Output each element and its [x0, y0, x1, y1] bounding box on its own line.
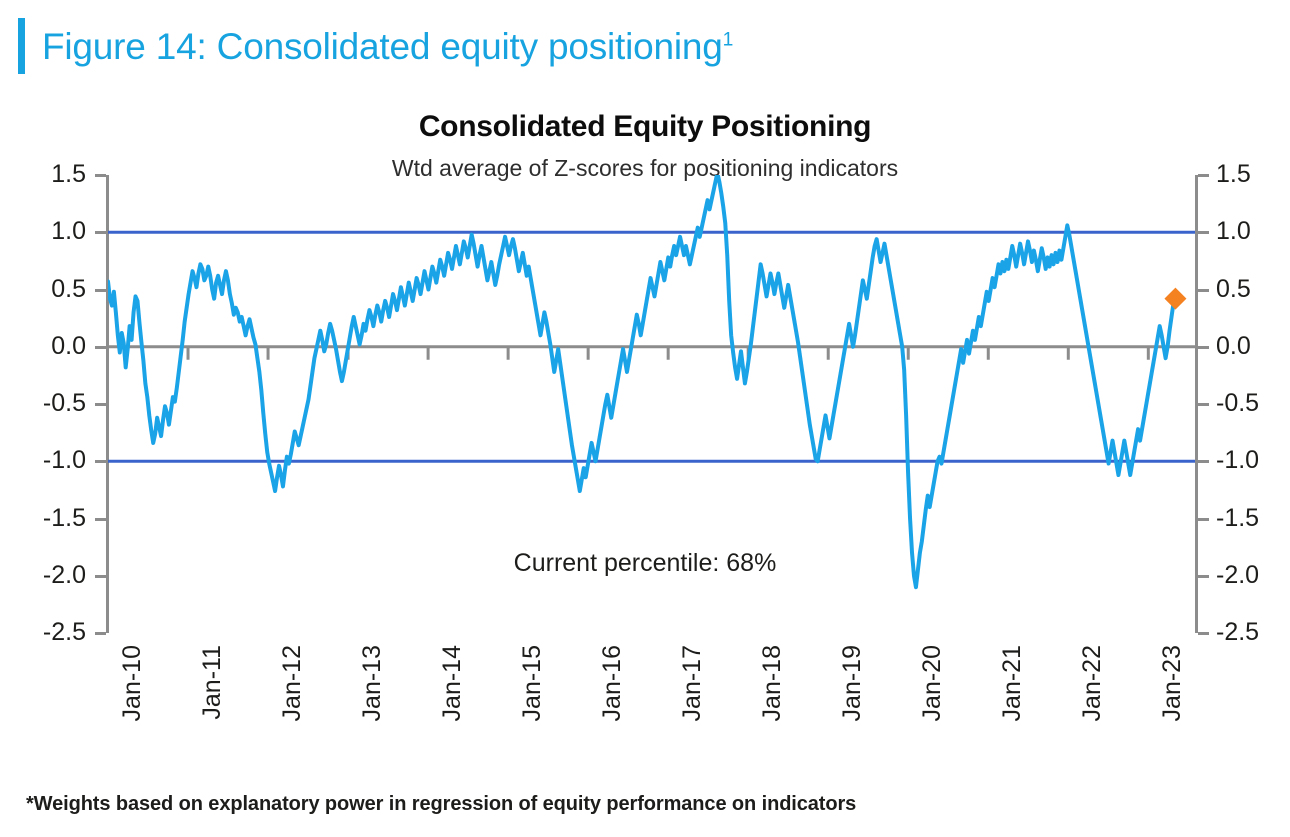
y-tick-label-right: 0.0: [1216, 331, 1251, 360]
y-tick-label-left: -2.0: [42, 560, 86, 589]
last-point-diamond-marker: [1164, 287, 1187, 310]
current-percentile-annotation: Current percentile: 68%: [513, 549, 777, 577]
accent-bar: [18, 18, 25, 74]
y-tick-label-right: 1.5: [1216, 160, 1251, 188]
figure-header: Figure 14: Consolidated equity positioni…: [0, 0, 1290, 92]
y-tick-label-left: -1.0: [42, 446, 86, 475]
y-tick-label-right: -2.0: [1216, 560, 1260, 589]
chart-title: Consolidated Equity Positioning: [418, 110, 872, 143]
y-tick-left: [95, 288, 106, 292]
x-tick-label: Jan-18: [758, 645, 787, 722]
y-tick-left: [95, 574, 106, 578]
y-axis-left-spine: [106, 175, 109, 633]
y-tick-left: [95, 460, 106, 464]
y-tick-right: [1198, 574, 1209, 578]
x-tick-label: Jan-13: [358, 645, 387, 722]
series-plot: [108, 175, 1195, 590]
x-tick-label: Jan-23: [1158, 645, 1187, 722]
chart-subtitle: Wtd average of Z-scores for positioning …: [391, 155, 899, 181]
figure-title: Figure 14: Consolidated equity positioni…: [42, 28, 733, 65]
x-tick-label: Jan-14: [438, 645, 467, 722]
y-tick-left: [95, 517, 106, 521]
x-tick-label: Jan-12: [278, 645, 307, 722]
y-axis-right-spine: [1195, 175, 1198, 633]
figure-title-text: Figure 14: Consolidated equity positioni…: [42, 25, 723, 67]
y-tick-right: [1198, 632, 1209, 635]
y-tick-label-right: -2.5: [1216, 618, 1260, 646]
y-tick-label-left: -2.5: [42, 618, 86, 646]
figure-title-footnote-marker: 1: [722, 29, 734, 51]
y-tick-left: [95, 174, 106, 177]
series-line: [108, 175, 1178, 590]
x-tick-label: Jan-19: [838, 645, 867, 722]
y-tick-label-right: 1.0: [1216, 217, 1251, 246]
y-tick-label-left: 1.5: [51, 160, 86, 188]
y-tick-label-right: -1.5: [1216, 503, 1260, 532]
y-tick-label-left: -1.5: [42, 503, 86, 532]
chart-container: Consolidated Equity Positioning Wtd aver…: [0, 92, 1290, 782]
y-tick-label-right: 0.5: [1216, 274, 1251, 303]
y-tick-label-left: 0.5: [51, 274, 86, 303]
y-tick-label-left: 1.0: [51, 217, 86, 246]
x-tick-label: Jan-11: [198, 645, 227, 720]
x-tick-label: Jan-15: [518, 645, 547, 722]
y-tick-right: [1198, 517, 1209, 521]
plot-area: [108, 175, 1195, 633]
y-tick-label-left: -0.5: [42, 389, 86, 417]
y-tick-right: [1198, 460, 1209, 464]
y-tick-left: [95, 632, 106, 635]
y-tick-left: [95, 403, 106, 406]
x-tick-label: Jan-16: [598, 645, 627, 722]
y-tick-label-right: -0.5: [1216, 389, 1260, 417]
y-tick-right: [1198, 174, 1209, 177]
y-tick-label-left: 0.0: [51, 331, 86, 360]
chart-footnote: *Weights based on explanatory power in r…: [26, 793, 857, 815]
x-tick-label: Jan-20: [918, 645, 947, 722]
x-tick-label: Jan-10: [118, 645, 146, 722]
y-tick-left: [95, 231, 106, 235]
y-tick-left: [95, 345, 106, 349]
x-tick-label: Jan-21: [998, 645, 1027, 722]
x-tick-label: Jan-22: [1078, 645, 1107, 722]
y-tick-right: [1198, 231, 1209, 235]
y-tick-right: [1198, 403, 1209, 406]
y-tick-right: [1198, 288, 1209, 292]
y-tick-label-right: -1.0: [1216, 446, 1260, 475]
y-tick-right: [1198, 345, 1209, 349]
x-tick-label: Jan-17: [678, 645, 707, 722]
